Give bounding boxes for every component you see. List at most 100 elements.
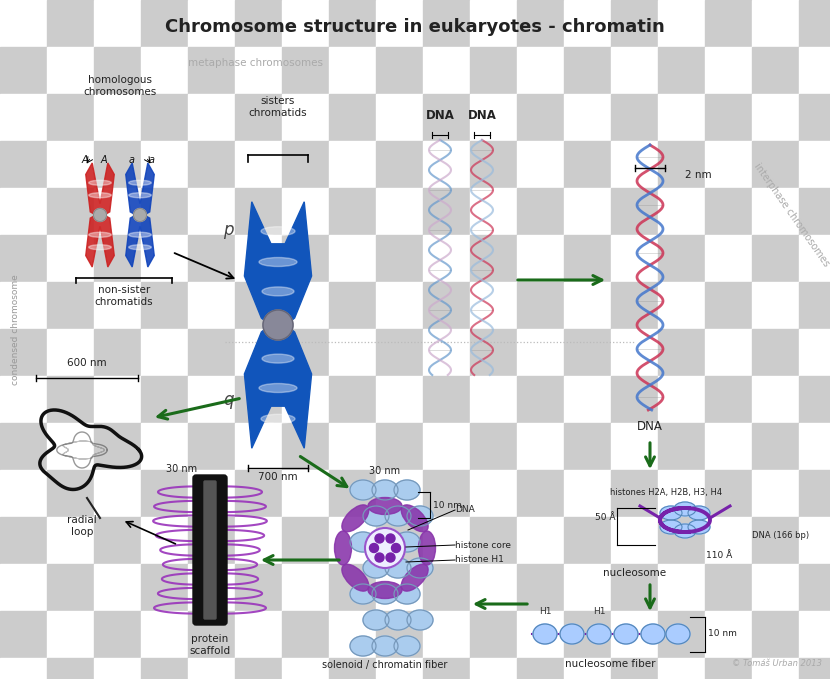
Bar [376,611,423,658]
Ellipse shape [385,506,411,526]
Bar [611,188,658,235]
Bar [564,329,611,376]
Bar [329,470,376,517]
Bar [517,329,564,376]
Text: metaphase chromosomes: metaphase chromosomes [188,58,323,68]
Ellipse shape [386,534,395,543]
Ellipse shape [375,534,384,543]
Bar [0,47,47,94]
Bar [329,94,376,141]
Bar [141,0,188,47]
Bar [141,329,188,376]
Ellipse shape [674,524,696,538]
Bar [752,141,799,188]
Bar [47,94,94,141]
Bar [188,470,235,517]
Bar [188,47,235,94]
Bar [47,423,94,470]
Bar [235,423,282,470]
Bar [141,517,188,564]
Bar [470,235,517,282]
Text: 700 nm: 700 nm [258,472,298,482]
Bar [423,658,470,679]
Bar [423,141,470,188]
Text: 30 nm: 30 nm [369,466,401,476]
Bar [752,235,799,282]
Bar [141,141,188,188]
Text: A: A [81,155,88,165]
Bar [799,611,830,658]
Bar [517,658,564,679]
Bar [282,94,329,141]
Bar [752,658,799,679]
Bar [470,564,517,611]
Bar [376,94,423,141]
Bar [47,564,94,611]
Bar [470,188,517,235]
Bar [47,141,94,188]
Bar [141,470,188,517]
Bar [705,282,752,329]
Bar [564,282,611,329]
Bar [611,282,658,329]
Bar [799,235,830,282]
Bar [94,141,141,188]
Ellipse shape [394,480,420,500]
Bar [752,376,799,423]
Bar [141,423,188,470]
Bar [282,188,329,235]
Bar [564,658,611,679]
Bar [752,282,799,329]
Ellipse shape [342,505,369,532]
Ellipse shape [375,553,384,562]
Bar [376,141,423,188]
Bar [141,188,188,235]
Text: DNA (166 bp): DNA (166 bp) [752,532,809,540]
Bar [188,611,235,658]
Ellipse shape [261,414,295,423]
Bar [470,376,517,423]
Bar [376,376,423,423]
Bar [611,376,658,423]
Bar [611,517,658,564]
Text: homologous
chromosomes: homologous chromosomes [83,75,157,96]
Bar [517,0,564,47]
Bar [564,423,611,470]
Bar [705,423,752,470]
Ellipse shape [688,520,710,534]
Ellipse shape [369,543,378,553]
Bar [235,517,282,564]
Bar [282,470,329,517]
Bar [0,611,47,658]
Bar [752,517,799,564]
Bar [0,376,47,423]
Bar [705,141,752,188]
Text: 30 nm: 30 nm [167,464,198,474]
Bar [423,0,470,47]
Ellipse shape [262,287,294,296]
Bar [188,282,235,329]
Bar [282,658,329,679]
Bar [705,94,752,141]
Bar [282,0,329,47]
Bar [658,376,705,423]
Ellipse shape [363,610,389,630]
Text: condensed chromosome: condensed chromosome [11,274,19,386]
Bar [752,564,799,611]
Ellipse shape [386,553,395,562]
Bar [799,423,830,470]
Bar [517,423,564,470]
Ellipse shape [385,558,411,578]
Ellipse shape [89,244,111,250]
Bar [47,329,94,376]
Bar [564,0,611,47]
Bar [564,94,611,141]
Bar [0,141,47,188]
Bar [329,376,376,423]
Bar [423,282,470,329]
Text: non-sister
chromatids: non-sister chromatids [95,285,154,307]
Bar [94,47,141,94]
Ellipse shape [401,564,428,591]
Bar [564,235,611,282]
Ellipse shape [401,505,428,532]
